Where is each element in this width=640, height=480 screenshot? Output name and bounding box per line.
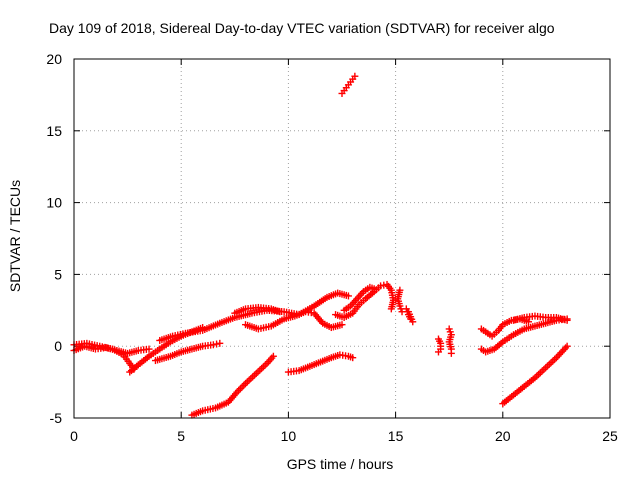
series-arc-neg-diag-1 [188,352,277,419]
series-arc-14h [332,280,397,321]
series-arc-21-23h [510,312,571,324]
plot-frame [73,58,611,419]
x-tick-label: 15 [388,428,404,444]
y-tick-label: -5 [50,410,63,426]
y-tick-label: 15 [46,123,62,139]
x-tick-label: 10 [281,428,297,444]
series-arc-19-20h-low [477,315,571,356]
grid-lines [74,59,610,418]
series-arc-15h [394,286,406,316]
axis-ticks: 0 5 10 15 20 25 -5 0 5 10 15 20 [46,51,618,444]
series-arc-mid-loop [242,308,346,333]
series-arc-neg-diag-2 [499,342,571,408]
series-arc-15h-blob [402,305,417,326]
y-axis-label: SDTVAR / TECUs [7,180,23,292]
series-arc-14h-lower [340,283,378,314]
data-points [70,72,571,419]
series-arc-mid-neg [284,351,357,376]
series-arc-rising-main [156,289,352,344]
y-tick-label: 5 [54,266,62,282]
series-arc-lower-band [151,339,224,365]
series-arc-17h [434,335,445,356]
x-tick-label: 5 [177,428,185,444]
chart-title: Day 109 of 2018, Sidereal Day-to-day VTE… [49,20,555,36]
y-tick-label: 10 [46,195,62,211]
x-tick-label: 0 [70,428,78,444]
y-tick-label: 0 [54,338,62,354]
series-arc-17.5h [445,325,455,357]
y-tick-label: 20 [46,51,62,67]
series-arc-rising-upper [231,303,284,317]
x-tick-label: 20 [495,428,511,444]
x-tick-label: 25 [602,428,618,444]
x-axis-label: GPS time / hours [287,456,394,472]
series-arc-high [338,72,359,97]
